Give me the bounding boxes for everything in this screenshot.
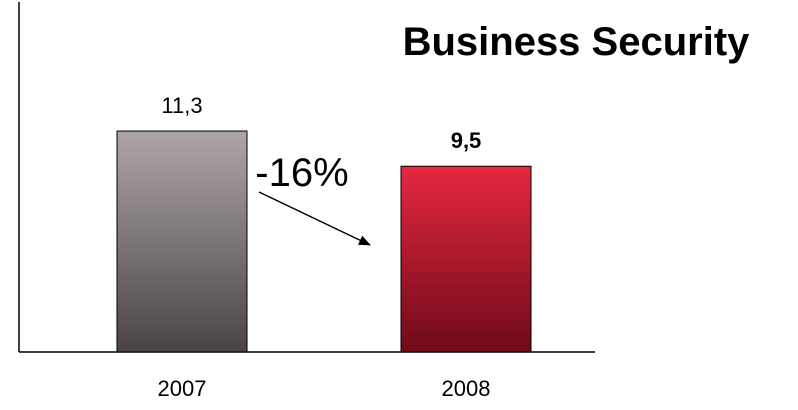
chart-title: Business Security — [403, 20, 751, 64]
change-arrow — [258, 191, 371, 246]
data-label-2008: 9,5 — [451, 128, 482, 153]
data-label-2007: 11,3 — [161, 93, 202, 118]
x-tick-label-2008: 2008 — [442, 376, 491, 401]
bar-2007 — [116, 130, 248, 353]
bar-2008 — [400, 165, 532, 353]
bars-group: 11,3 2007 9,5 2008 — [116, 93, 532, 401]
change-label: -16% — [255, 151, 348, 195]
x-tick-label-2007: 2007 — [158, 376, 207, 401]
